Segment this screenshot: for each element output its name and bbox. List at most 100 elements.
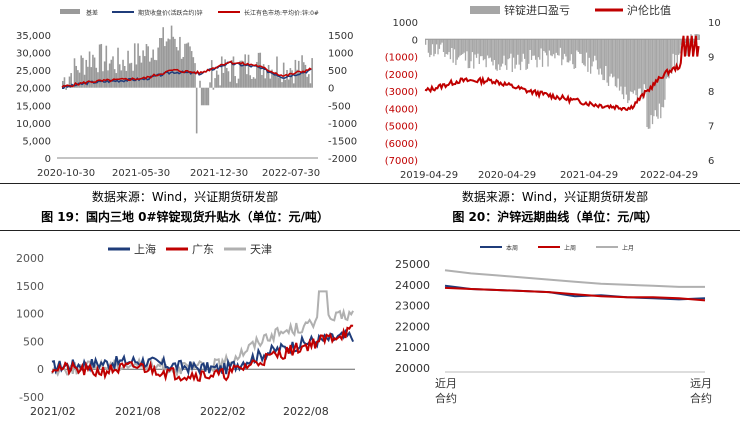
profit-bar — [502, 39, 503, 63]
basis-bar — [139, 56, 141, 88]
profit-bar — [465, 39, 466, 60]
profit-bar — [560, 39, 561, 48]
legend-label: 锌锭进口盈亏 — [504, 3, 570, 17]
profit-bar — [466, 39, 467, 51]
y-right-tick: -2000 — [328, 154, 357, 165]
basis-bar — [244, 54, 246, 87]
y-left-tick: 35,000 — [16, 31, 51, 42]
profit-bar — [608, 39, 609, 86]
basis-bar — [109, 63, 111, 87]
profit-bar — [521, 39, 522, 61]
guangdong-line — [52, 326, 353, 381]
legend-label: 基差 — [86, 9, 98, 17]
basis-bar — [268, 65, 270, 88]
x-label: 近月 — [435, 377, 457, 390]
basis-bar — [196, 88, 198, 134]
legend-swatch — [470, 6, 500, 14]
profit-bar — [470, 39, 471, 61]
y-right-tick: 500 — [328, 66, 347, 77]
basis-bar — [233, 56, 235, 87]
basis-bar — [249, 75, 251, 87]
profit-bar — [637, 39, 638, 100]
profit-bar — [535, 39, 536, 60]
figure-caption-19: 图 19：国内三地 0#锌锭现货升贴水（单位：元/吨） — [0, 208, 370, 225]
profit-bar — [664, 39, 665, 100]
profit-bar — [446, 39, 447, 54]
x-tick: 2022/02 — [200, 405, 246, 418]
profit-bar — [568, 39, 569, 62]
profit-bar — [425, 39, 426, 45]
y-left-tick: (2000) — [385, 70, 418, 81]
profit-bar — [646, 39, 647, 127]
basis-bar — [169, 39, 171, 87]
basis-bar — [285, 80, 287, 88]
profit-bar — [547, 39, 548, 66]
profit-bar — [457, 39, 458, 59]
profit-bar — [655, 39, 656, 110]
basis-bar — [201, 88, 203, 106]
profit-bar — [640, 39, 641, 88]
profit-bar — [633, 39, 634, 93]
profit-bar — [649, 39, 650, 128]
profit-bar — [616, 39, 617, 87]
basis-bar — [229, 82, 231, 88]
profit-bar — [645, 39, 646, 88]
basis-bar — [137, 43, 139, 87]
profit-bar — [510, 39, 511, 53]
profit-bar — [579, 39, 580, 53]
basis-bar — [209, 82, 211, 87]
profit-bar — [679, 39, 680, 53]
profit-bar — [549, 39, 550, 50]
profit-bar — [563, 39, 564, 59]
divider-top — [0, 183, 740, 184]
basis-bar — [266, 71, 268, 87]
profit-bar — [443, 39, 444, 52]
y-left-tick: (6000) — [385, 139, 418, 150]
y-left-tick: (1000) — [385, 53, 418, 64]
basis-bar — [228, 71, 230, 87]
y-tick: 0 — [37, 363, 44, 376]
basis-bar — [176, 47, 178, 88]
profit-bar — [495, 39, 496, 69]
basis-bar — [290, 68, 292, 88]
basis-bar — [152, 50, 154, 88]
y-left-tick: 20,000 — [16, 84, 51, 95]
profit-bar — [567, 39, 568, 62]
x-tick: 2021-05-30 — [112, 168, 170, 179]
profit-bar — [462, 39, 463, 54]
profit-bar — [512, 39, 513, 72]
basis-bar — [184, 44, 186, 88]
source-note-2: 数据来源：Wind，兴证期货研发部 — [370, 188, 740, 205]
profit-bar — [468, 39, 469, 68]
profit-bar — [699, 35, 700, 40]
profit-bar — [506, 39, 507, 70]
profit-bar — [490, 39, 491, 57]
profit-bar — [542, 39, 543, 67]
profit-bar — [435, 39, 436, 54]
basis-bar — [95, 68, 97, 88]
profit-bar — [618, 39, 619, 78]
basis-bar — [278, 77, 280, 87]
basis-bar — [238, 79, 240, 88]
profit-bar — [605, 39, 606, 66]
profit-bar — [481, 39, 482, 56]
profit-bar — [674, 39, 675, 67]
basis-bar — [112, 56, 114, 87]
basis-bar — [172, 37, 174, 88]
y-tick: 1500 — [16, 280, 44, 293]
profit-bar — [524, 39, 525, 59]
basis-bar — [253, 77, 255, 88]
y-left-tick: 0 — [45, 154, 51, 165]
profit-bar — [631, 39, 632, 92]
profit-bar — [552, 39, 553, 56]
profit-bar — [550, 39, 551, 55]
basis-bar — [149, 62, 151, 88]
basis-bar — [259, 53, 261, 88]
y-tick: 1000 — [16, 308, 44, 321]
x-tick: 2019-04-29 — [400, 170, 458, 181]
basis-bar — [203, 88, 205, 106]
y-left-tick: 10,000 — [16, 119, 51, 130]
basis-bar — [223, 73, 225, 88]
profit-bar — [627, 39, 628, 103]
